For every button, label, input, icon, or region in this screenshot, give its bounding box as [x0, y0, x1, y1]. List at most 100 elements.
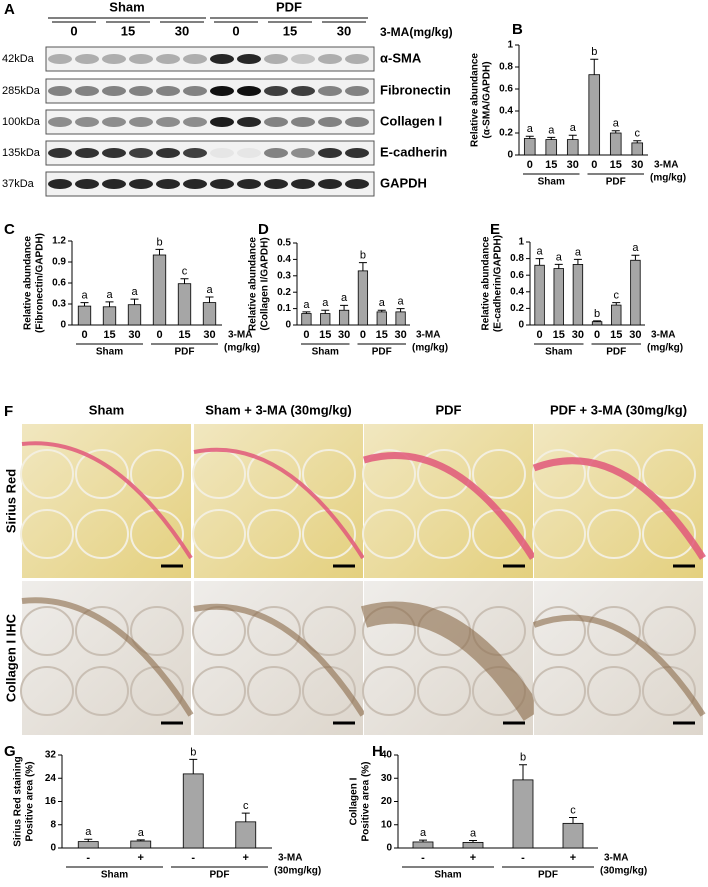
fiber	[472, 449, 526, 499]
significance-letter: b	[360, 250, 366, 262]
bar	[630, 259, 641, 326]
error-bar	[547, 136, 556, 140]
significance-letter: a	[613, 118, 620, 130]
y-axis-label: Collagen I	[349, 777, 360, 825]
band	[210, 54, 234, 64]
bar	[127, 304, 142, 326]
y-axis-label: Relative abundance	[23, 236, 34, 330]
band	[102, 148, 126, 158]
x-tick-label: 0	[360, 329, 366, 341]
error-bar	[573, 258, 582, 265]
group-label: Sham	[101, 870, 128, 881]
x-tick-label: 15	[610, 159, 622, 171]
group-label: Sham	[96, 347, 123, 358]
fiber	[532, 606, 586, 656]
x-tick-label: -	[521, 852, 525, 864]
significance-letter: a	[537, 246, 544, 258]
y-tick-label: 0.6	[510, 270, 524, 281]
significance-letter: a	[106, 289, 113, 301]
micrograph	[534, 424, 703, 578]
y-axis-label: (Fibronectin/GAPDH)	[35, 233, 46, 333]
x-axis-label: 3-MA	[651, 330, 675, 341]
x-tick-label: 30	[203, 329, 215, 341]
x-tick-label: +	[243, 852, 249, 864]
x-tick-label: 15	[553, 329, 565, 341]
y-tick-label: 16	[45, 796, 57, 807]
y-axis-label: Positive area (%)	[25, 761, 36, 841]
error-bar	[130, 298, 139, 305]
error-bar	[535, 258, 544, 266]
band	[318, 117, 342, 127]
blot-strip	[45, 46, 375, 72]
mw-label: 42kDa	[2, 53, 35, 65]
dose-label: 0	[70, 23, 77, 38]
band	[237, 148, 261, 158]
fiber	[532, 449, 586, 499]
significance-letter: c	[614, 289, 620, 301]
error-bar	[84, 838, 93, 842]
x-axis-label: (30mg/kg)	[274, 866, 321, 877]
x-tick-label: 0	[156, 329, 162, 341]
dose-label: 15	[283, 23, 297, 38]
fiber	[417, 449, 471, 499]
significance-letter: a	[131, 286, 138, 298]
error-bar	[189, 758, 198, 774]
group-label: PDF	[175, 347, 195, 358]
band	[345, 179, 369, 189]
y-tick-label: 0.3	[52, 299, 66, 310]
bar	[588, 74, 601, 156]
fiber	[587, 606, 641, 656]
tissue-edge	[532, 457, 706, 560]
fiber	[362, 449, 416, 499]
bar	[235, 821, 257, 849]
band	[237, 86, 261, 96]
band	[183, 117, 207, 127]
band	[318, 179, 342, 189]
y-axis-label: Relative abundance	[248, 237, 259, 331]
bar	[566, 139, 579, 156]
y-axis-label: Positive area (%)	[361, 761, 372, 841]
bar	[553, 268, 564, 326]
band	[237, 117, 261, 127]
significance-letter: a	[570, 122, 577, 134]
band	[48, 86, 72, 96]
fiber	[247, 509, 301, 559]
band	[291, 86, 315, 96]
significance-letter: a	[322, 297, 329, 309]
band	[129, 148, 153, 158]
tissue-edge	[193, 603, 366, 717]
error-bar	[519, 764, 527, 780]
fiber	[20, 606, 74, 656]
y-tick-label: 0.3	[277, 270, 291, 281]
significance-letter: c	[182, 266, 188, 278]
dose-label: 0	[232, 23, 239, 38]
mw-label: 285kDa	[2, 85, 41, 97]
x-axis-label: (mg/kg)	[412, 343, 448, 354]
fiber	[192, 509, 246, 559]
error-bar	[593, 320, 602, 322]
significance-letter: b	[594, 308, 600, 320]
y-axis-label: (α-SMA/GAPDH)	[482, 61, 493, 138]
band	[318, 148, 342, 158]
bar	[177, 283, 192, 326]
fiber	[417, 666, 471, 716]
band	[48, 179, 72, 189]
fiber	[75, 509, 129, 559]
x-tick-label: 30	[572, 329, 584, 341]
panel-letter: B	[512, 21, 523, 38]
fiber	[75, 606, 129, 656]
x-tick-label: 30	[128, 329, 140, 341]
group-label: PDF	[210, 870, 230, 881]
bar	[202, 302, 217, 326]
group-label: Sham	[434, 870, 461, 881]
y-tick-label: 0.6	[52, 278, 66, 289]
fiber	[587, 509, 641, 559]
bar	[130, 840, 152, 849]
band	[75, 179, 99, 189]
significance-letter: a	[206, 284, 213, 296]
panel-letter: G	[4, 743, 16, 760]
micrograph	[22, 581, 191, 735]
x-tick-label: -	[421, 852, 425, 864]
x-tick-label: 15	[103, 329, 115, 341]
fiber	[75, 449, 129, 499]
